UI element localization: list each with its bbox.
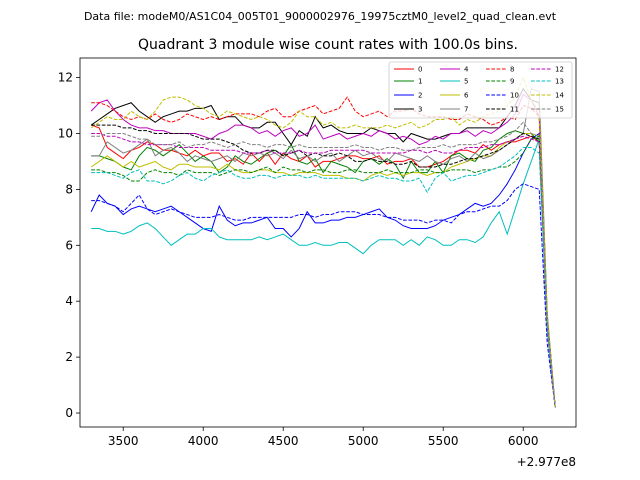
legend-label-11: 11 bbox=[510, 106, 519, 114]
x-tick-label: 6000 bbox=[508, 434, 539, 448]
y-tick-label: 12 bbox=[58, 71, 73, 85]
series-line-12 bbox=[91, 132, 556, 408]
legend-box bbox=[388, 61, 573, 119]
series-line-6 bbox=[90, 132, 556, 408]
legend-label-6: 6 bbox=[464, 92, 469, 100]
legend-label-7: 7 bbox=[464, 106, 468, 114]
legend-label-13: 13 bbox=[555, 78, 564, 86]
legend-label-12: 12 bbox=[555, 66, 564, 74]
series-line-7 bbox=[91, 88, 556, 408]
x-tick-label: 5500 bbox=[428, 434, 459, 448]
series-line-10 bbox=[91, 183, 556, 408]
series-line-11 bbox=[91, 124, 556, 408]
legend-label-9: 9 bbox=[510, 78, 514, 86]
y-tick-label: 10 bbox=[58, 126, 73, 140]
series-line-4 bbox=[90, 93, 556, 408]
series-line-5 bbox=[91, 138, 556, 408]
x-tick-label: 5000 bbox=[348, 434, 379, 448]
plot-series-group bbox=[90, 76, 556, 408]
series-line-2 bbox=[90, 132, 556, 408]
legend-label-1: 1 bbox=[418, 78, 422, 86]
series-line-3 bbox=[90, 87, 556, 408]
x-axis: 3500 4000 4500 5000 5500 6000 bbox=[108, 427, 539, 448]
legend-label-0: 0 bbox=[418, 66, 422, 74]
x-tick-label: 4500 bbox=[268, 434, 299, 448]
x-offset-text: +2.977e8 bbox=[517, 455, 576, 469]
y-tick-label: 0 bbox=[65, 406, 73, 420]
series-line-8 bbox=[91, 96, 556, 408]
legend-label-10: 10 bbox=[510, 92, 519, 100]
y-tick-label: 4 bbox=[65, 294, 73, 308]
series-line-15 bbox=[91, 121, 556, 408]
legend-label-2: 2 bbox=[418, 92, 422, 100]
series-line-9 bbox=[91, 135, 556, 408]
legend-label-5: 5 bbox=[464, 78, 468, 86]
data-file-suptitle: Data file: modeM0/AS1C04_005T01_90000029… bbox=[84, 10, 557, 23]
y-axis: 0 2 4 6 8 10 12 bbox=[58, 71, 80, 420]
x-tick-label: 4000 bbox=[188, 434, 219, 448]
series-line-13 bbox=[91, 146, 556, 408]
legend-label-15: 15 bbox=[555, 106, 564, 114]
y-tick-label: 2 bbox=[65, 350, 73, 364]
y-tick-label: 8 bbox=[65, 182, 73, 196]
chart-title: Quadrant 3 module wise count rates with … bbox=[138, 37, 518, 53]
series-line-14 bbox=[90, 76, 556, 408]
x-tick-label: 3500 bbox=[108, 434, 139, 448]
legend-label-8: 8 bbox=[510, 66, 514, 74]
plot-axes-frame bbox=[79, 57, 577, 428]
legend-label-4: 4 bbox=[464, 66, 469, 74]
legend-label-14: 14 bbox=[555, 92, 564, 100]
series-line-0 bbox=[91, 124, 556, 408]
legend-label-3: 3 bbox=[418, 106, 422, 114]
y-tick-label: 6 bbox=[65, 238, 73, 252]
